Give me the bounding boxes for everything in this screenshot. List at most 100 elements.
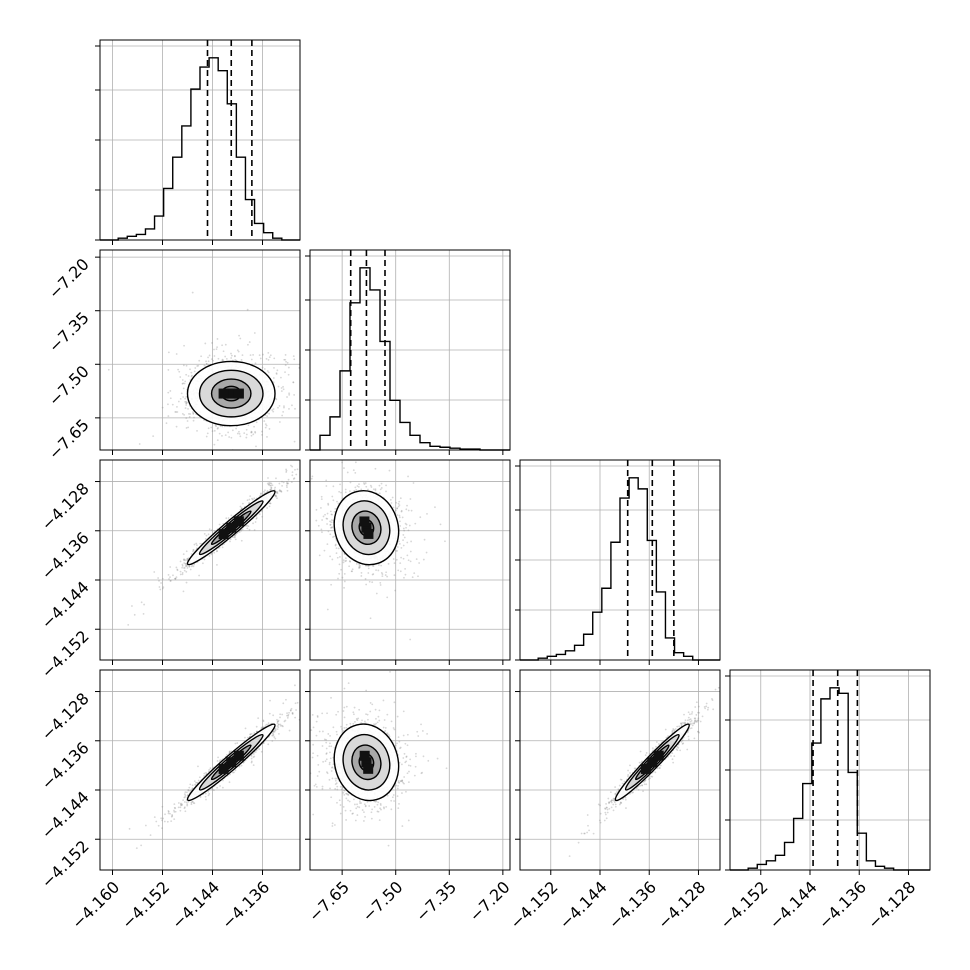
sample-point <box>315 438 317 440</box>
sample-point <box>217 357 220 360</box>
sample-point <box>250 434 253 437</box>
sample-point <box>206 432 209 435</box>
sample-point <box>363 483 366 486</box>
sample-point <box>254 362 257 365</box>
sample-point <box>407 559 410 562</box>
sample-point <box>238 432 241 435</box>
sample-point <box>185 565 188 568</box>
sample-point <box>286 489 289 492</box>
sample-point <box>231 429 234 432</box>
sample-point <box>313 444 315 446</box>
sample-point <box>335 547 338 550</box>
sample-point <box>337 547 340 550</box>
sample-point <box>281 480 283 483</box>
sample-point <box>387 562 390 565</box>
sample-point <box>315 519 318 522</box>
sample-point <box>384 574 387 576</box>
sample-point <box>294 716 297 719</box>
sample-point <box>196 544 198 547</box>
sample-point <box>381 575 384 578</box>
sample-point <box>245 525 247 527</box>
sample-point <box>208 528 211 531</box>
sample-point <box>188 415 191 418</box>
sample-point <box>267 483 270 486</box>
sample-point <box>282 410 285 413</box>
sample-point <box>317 524 320 527</box>
sample-point <box>358 565 361 568</box>
sample-point <box>263 490 265 493</box>
sample-point <box>194 367 197 369</box>
sample-point <box>290 481 293 483</box>
density-peak <box>218 529 229 540</box>
sample-point <box>333 535 336 538</box>
sample-point <box>175 411 178 413</box>
sample-point <box>314 448 316 450</box>
sample-point <box>269 482 272 485</box>
sample-point <box>185 427 188 429</box>
sample-point <box>268 505 271 508</box>
sample-point <box>169 576 171 579</box>
sample-point <box>335 442 337 444</box>
sample-point <box>208 768 211 771</box>
sample-point <box>375 592 378 595</box>
sample-point <box>380 487 383 489</box>
sample-point <box>261 366 264 369</box>
sample-point <box>405 523 408 526</box>
sample-point <box>320 498 323 501</box>
sample-point <box>245 428 248 431</box>
sample-point <box>274 729 277 731</box>
sample-point <box>287 478 290 481</box>
sample-point <box>272 410 275 413</box>
sample-point <box>272 377 275 379</box>
sample-point <box>169 579 172 582</box>
sample-point <box>205 435 208 438</box>
sample-point <box>370 486 373 488</box>
sample-point <box>339 483 341 486</box>
sample-point <box>271 409 274 411</box>
sample-point <box>254 521 257 523</box>
sample-point <box>268 482 271 484</box>
sample-point <box>239 337 242 340</box>
sample-point <box>360 571 363 574</box>
sample-point <box>282 385 284 388</box>
sample-point <box>332 485 335 488</box>
sample-point <box>183 569 186 572</box>
sample-point <box>174 577 177 580</box>
sample-point <box>234 534 237 537</box>
sample-point <box>215 425 217 428</box>
sample-point <box>191 800 194 803</box>
sample-point <box>332 536 334 538</box>
sample-point <box>406 541 409 544</box>
sample-point <box>321 531 323 534</box>
histogram-panel-3: −4.152−4.144−4.136−4.128 <box>716 669 931 933</box>
x-tick-label: −4.128 <box>864 877 919 932</box>
sample-point <box>177 400 180 403</box>
sample-point <box>265 357 268 360</box>
sample-point <box>251 498 254 501</box>
sample-point <box>292 478 295 480</box>
sample-point <box>259 494 262 497</box>
sample-point <box>269 484 271 487</box>
sample-point <box>358 563 361 566</box>
y-tick-label: −4.128 <box>38 479 93 534</box>
sample-point <box>245 433 248 436</box>
sample-point <box>285 698 287 701</box>
sample-point <box>352 469 355 472</box>
sample-point <box>253 529 256 531</box>
sample-point <box>425 551 428 554</box>
sample-point <box>287 366 290 369</box>
sample-point <box>329 533 332 536</box>
sample-point <box>364 578 367 580</box>
sample-point <box>402 534 405 536</box>
sample-point <box>407 509 410 512</box>
sample-point <box>196 365 199 367</box>
sample-point <box>264 426 267 429</box>
sample-point <box>330 521 333 524</box>
sample-point <box>307 464 309 466</box>
sample-point <box>233 354 236 357</box>
sample-point <box>408 524 411 527</box>
sample-point <box>309 455 311 457</box>
sample-point <box>379 581 382 584</box>
sample-point <box>169 812 171 815</box>
sample-point <box>224 469 226 471</box>
